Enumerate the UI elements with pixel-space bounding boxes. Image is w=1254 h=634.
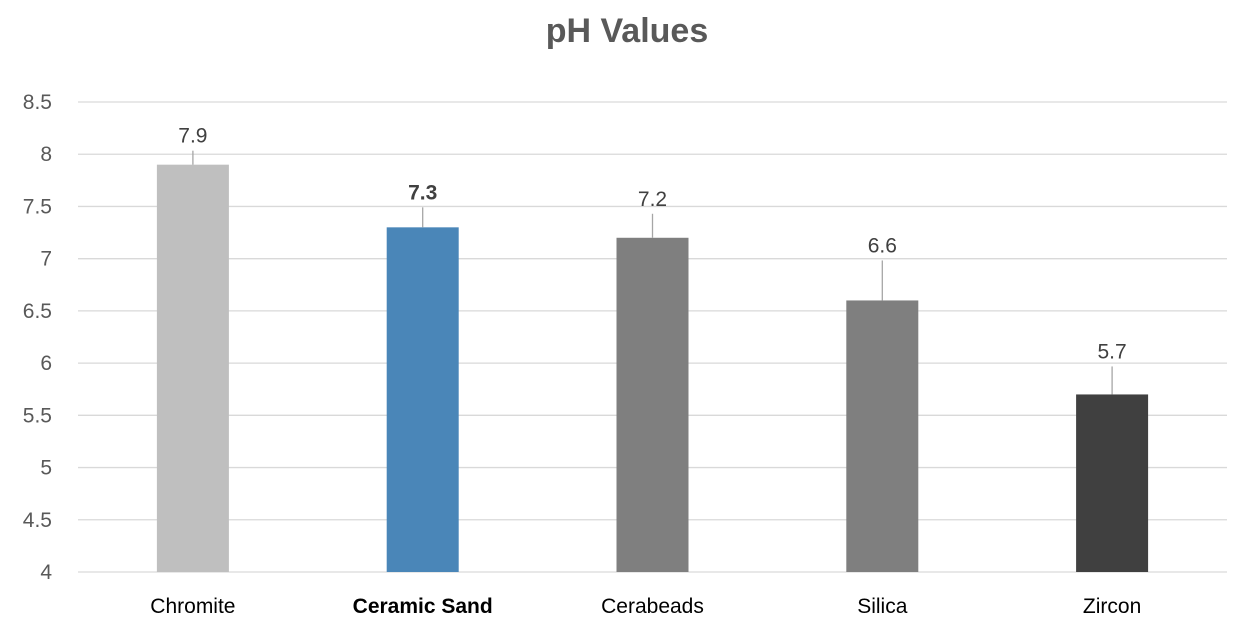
- bar: [616, 237, 689, 572]
- x-tick-label: Zircon: [1083, 595, 1141, 618]
- data-label: 7.3: [408, 181, 437, 204]
- data-label: 7.9: [178, 125, 207, 148]
- y-tick-label: 4: [40, 561, 52, 584]
- y-tick-label: 5: [40, 457, 52, 480]
- y-tick-label: 4.5: [23, 509, 52, 532]
- y-tick-label: 8.5: [23, 91, 52, 114]
- y-tick-label: 7: [40, 248, 52, 271]
- y-tick-label: 6: [40, 352, 52, 375]
- data-label: 5.7: [1097, 340, 1126, 363]
- y-tick-label: 5.5: [23, 404, 52, 427]
- bar: [386, 227, 459, 573]
- x-tick-label: Ceramic Sand: [353, 595, 493, 618]
- x-tick-label: Silica: [857, 595, 908, 618]
- bar: [156, 164, 229, 572]
- x-tick-label: Chromite: [150, 595, 235, 618]
- y-tick-label: 7.5: [23, 195, 52, 218]
- y-tick-label: 6.5: [23, 300, 52, 323]
- data-label: 6.6: [868, 234, 897, 257]
- data-label: 7.2: [638, 188, 667, 211]
- chart-title: pH Values: [545, 12, 709, 50]
- bar: [846, 300, 919, 572]
- x-tick-label: Cerabeads: [601, 595, 704, 618]
- y-tick-label: 8: [40, 143, 52, 166]
- bar: [1076, 394, 1149, 572]
